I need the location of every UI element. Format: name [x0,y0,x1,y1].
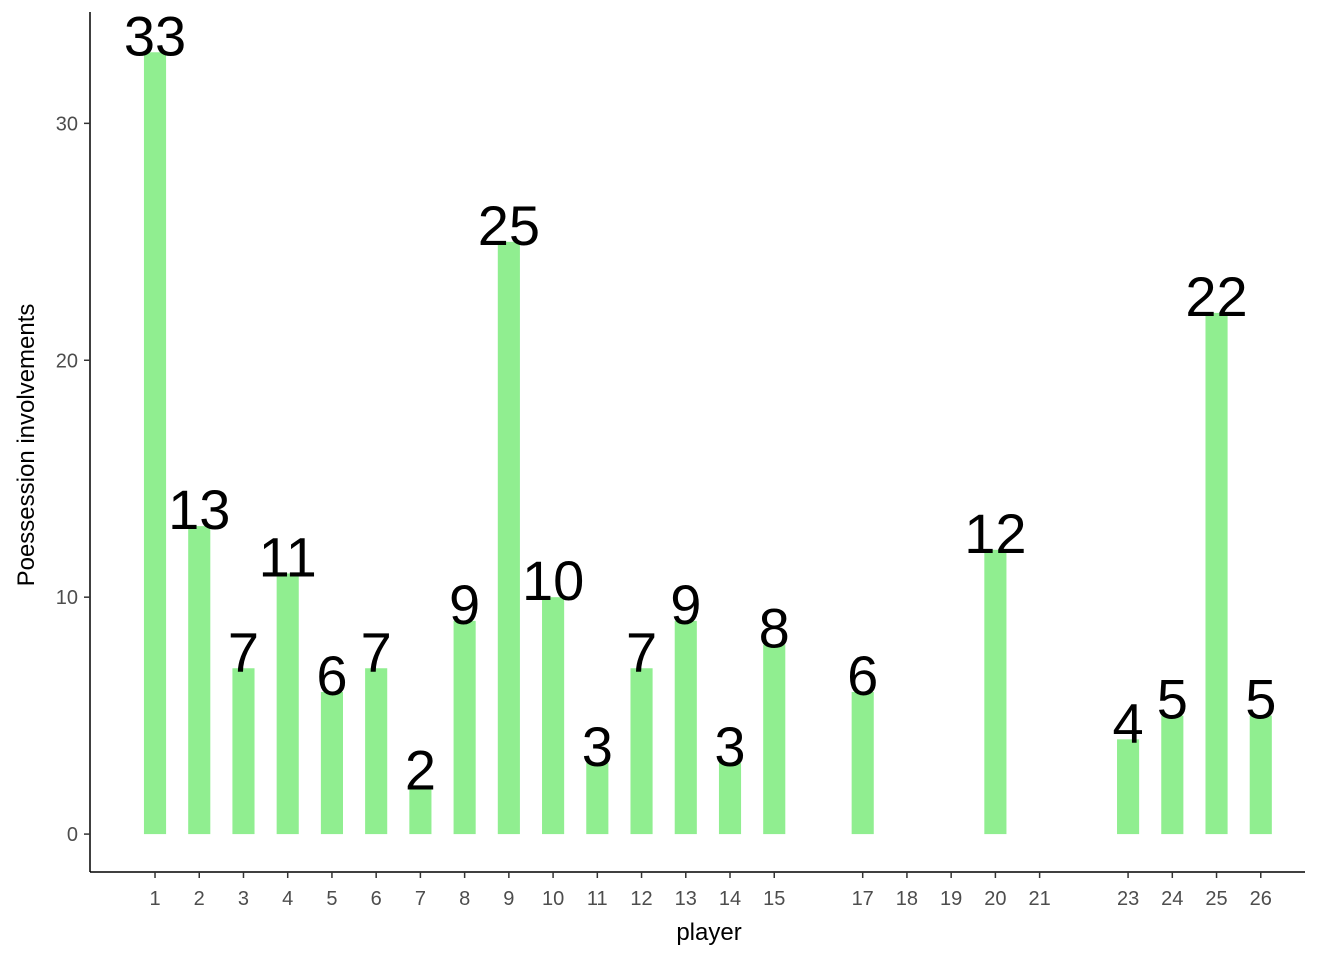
y-tick-label: 0 [67,824,78,846]
y-tick-label: 10 [56,587,78,609]
x-tick-label: 21 [1028,888,1050,910]
value-label: 33 [124,4,186,67]
value-label: 2 [405,739,436,802]
bar [1161,715,1184,835]
bar [718,763,742,835]
value-label: 12 [964,502,1026,565]
value-label: 25 [478,194,540,257]
value-label: 5 [1245,668,1276,731]
y-axis-title: Poessession involvements [13,304,40,587]
x-tick-label: 1 [149,888,160,910]
value-label: 3 [714,715,745,778]
x-tick-label: 7 [415,888,426,910]
x-tick-label: 26 [1250,888,1272,910]
value-label: 5 [1157,668,1188,731]
x-tick-label: 12 [630,888,652,910]
x-tick-label: 9 [503,888,514,910]
x-tick-label: 15 [763,888,785,910]
x-tick-label: 24 [1161,888,1183,910]
bar [143,52,167,835]
bar [497,241,520,835]
value-label: 11 [259,525,317,588]
x-tick-label: 13 [675,888,697,910]
value-label: 4 [1113,691,1144,754]
bar [188,526,211,835]
bar [542,597,565,835]
value-label: 13 [168,478,230,541]
x-tick-label: 2 [194,888,205,910]
bar [763,644,786,835]
bar [1205,312,1228,835]
x-tick-label: 23 [1117,888,1139,910]
bar [674,620,697,835]
bar [320,691,343,835]
bar [232,668,255,835]
x-tick-label: 5 [326,888,337,910]
value-label: 7 [626,620,657,683]
x-tick-label: 4 [282,888,293,910]
bar [453,620,476,835]
x-tick-label: 10 [542,888,564,910]
bar [586,763,609,835]
y-tick-label: 20 [56,350,78,372]
value-label: 8 [759,597,790,660]
bar [1117,739,1140,835]
bar [851,691,874,835]
bar [984,549,1007,835]
value-label: 9 [449,573,480,636]
value-label: 22 [1185,265,1247,328]
x-tick-label: 14 [719,888,741,910]
x-tick-label: 20 [984,888,1006,910]
value-label: 7 [228,620,259,683]
bar [1249,715,1272,835]
x-tick-label: 25 [1205,888,1227,910]
bar [365,668,388,835]
x-tick-label: 11 [587,888,608,910]
value-label: 6 [847,644,878,707]
x-tick-label: 19 [940,888,962,910]
y-tick-label: 30 [56,113,78,135]
value-label: 10 [522,549,584,612]
bar [630,668,653,835]
value-label: 7 [361,620,392,683]
x-tick-label: 6 [371,888,382,910]
x-tick-label: 18 [896,888,918,910]
value-label: 6 [316,644,347,707]
x-tick-label: 3 [238,888,249,910]
x-tick-label: 8 [459,888,470,910]
bar [409,786,432,835]
bar [276,573,299,835]
x-tick-label: 17 [852,888,874,910]
value-label: 9 [670,573,701,636]
x-axis-title: player [676,919,741,946]
value-label: 3 [582,715,613,778]
